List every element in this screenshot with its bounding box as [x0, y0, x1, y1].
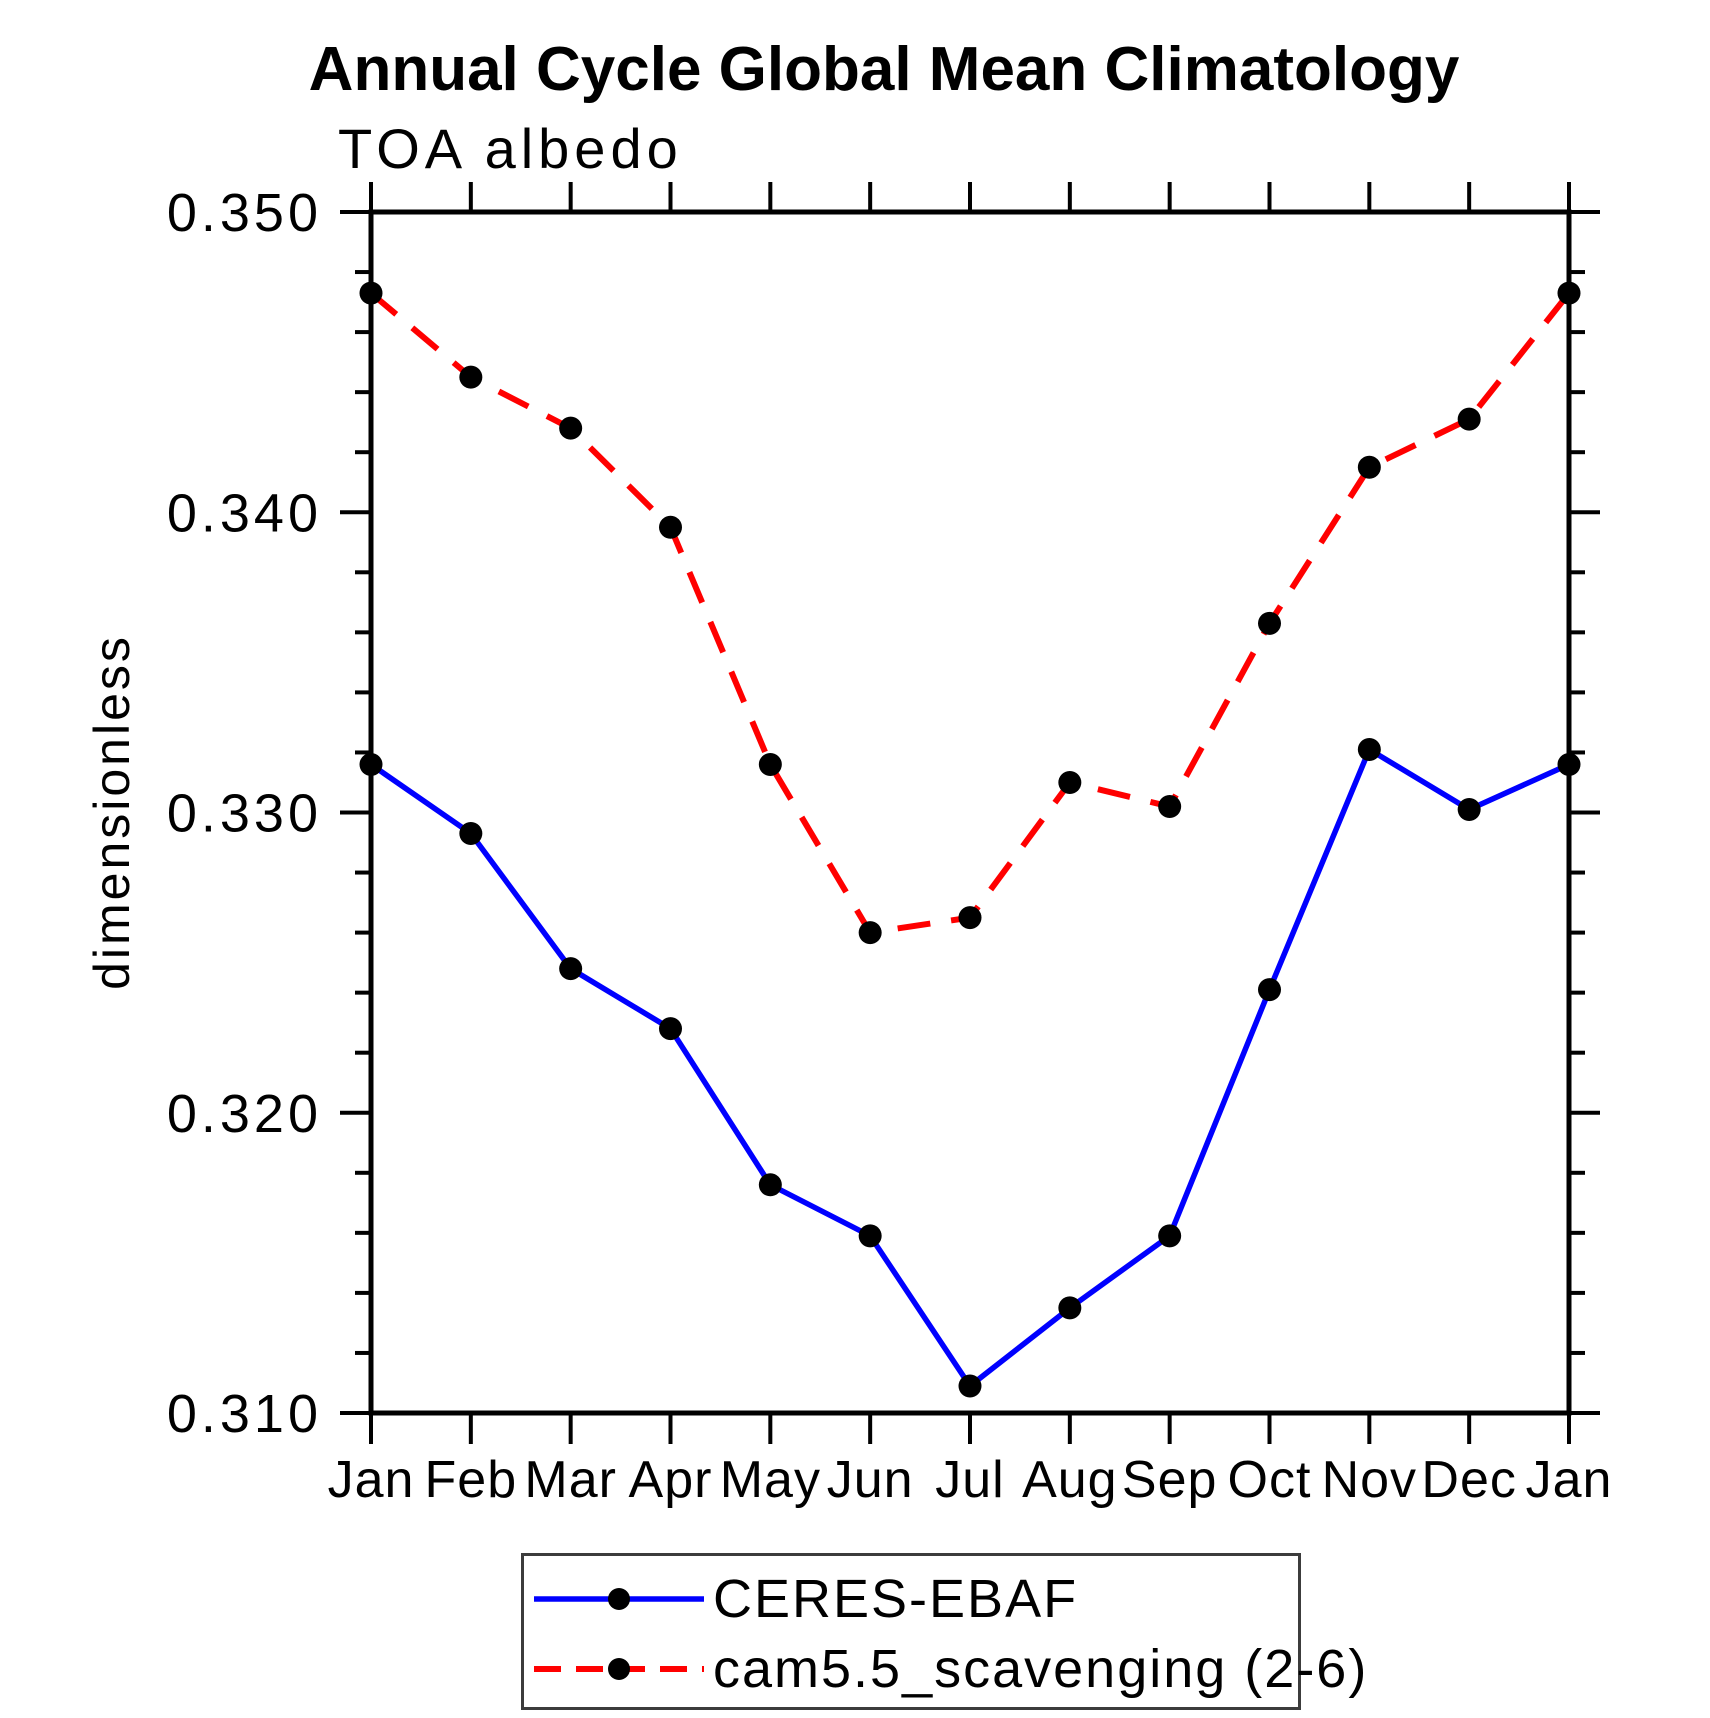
data-point [1258, 978, 1281, 1002]
data-point [1158, 1224, 1182, 1248]
axes-box [368, 209, 1572, 1416]
data-point [1158, 794, 1182, 818]
data-point [1557, 752, 1581, 776]
series-line-cam5-5-scavenging-2-6- [369, 290, 1572, 936]
y-tick-label: 0.340 [167, 483, 322, 543]
chart-subtitle: TOA albedo [338, 117, 683, 180]
x-tick-label: Mar [524, 1451, 617, 1509]
legend-row-ceres-ebaf: CERES-EBAF [530, 1564, 1298, 1634]
data-point [1457, 797, 1481, 821]
x-tick-label: Jan [328, 1451, 415, 1509]
data-point [559, 957, 583, 981]
x-tick-label: Apr [629, 1451, 713, 1509]
y-tick-label: 0.330 [167, 784, 322, 844]
data-point [758, 752, 782, 776]
data-point [1557, 281, 1581, 305]
x-tick-label: Jul [935, 1451, 1004, 1509]
data-point [659, 515, 682, 539]
data-point [1357, 455, 1381, 479]
data-point [958, 906, 982, 930]
x-tick-label: Nov [1322, 1451, 1417, 1509]
legend-row-cam55-scavenging: cam5.5_scavenging (2-6) [530, 1634, 1366, 1704]
y-tick-label: 0.320 [167, 1084, 322, 1144]
legend-label-ceres-ebaf: CERES-EBAF [713, 1569, 1079, 1629]
x-tick-label: Jan [1526, 1451, 1613, 1509]
x-tick-label: Sep [1122, 1451, 1218, 1509]
x-tick-label: May [720, 1451, 821, 1509]
data-point [359, 281, 383, 305]
data-point [659, 1017, 682, 1041]
x-tick-label: Dec [1421, 1451, 1516, 1509]
data-point [1258, 611, 1281, 635]
data-point [858, 1224, 882, 1248]
data-point [958, 1374, 982, 1398]
y-tick-label: 0.310 [167, 1384, 322, 1444]
data-point [559, 416, 583, 440]
x-tick-label: Feb [425, 1451, 518, 1509]
x-tick-label: Aug [1022, 1451, 1118, 1509]
data-point [1058, 770, 1082, 794]
legend-label-cam55-scavenging: cam5.5_scavenging (2-6) [713, 1639, 1369, 1699]
y-tick-label: 0.350 [167, 183, 322, 243]
data-point [459, 822, 483, 846]
legend: CERES-EBAF cam5.5_scavenging (2-6) [521, 1553, 1366, 1710]
legend-line-solid-icon [534, 1588, 704, 1610]
series-line-ceres-ebaf [369, 745, 1571, 1390]
data-point [459, 365, 483, 389]
legend-line-dashed-icon [534, 1658, 704, 1680]
data-point [359, 752, 383, 776]
data-point [1457, 407, 1481, 431]
data-point [1058, 1296, 1082, 1320]
x-tick-label: Oct [1228, 1451, 1312, 1509]
x-tick-label: Jun [827, 1451, 914, 1509]
data-point [858, 921, 882, 945]
chart-title: Annual Cycle Global Mean Climatology [308, 35, 1460, 104]
data-point [758, 1173, 782, 1197]
data-point [1357, 737, 1381, 761]
